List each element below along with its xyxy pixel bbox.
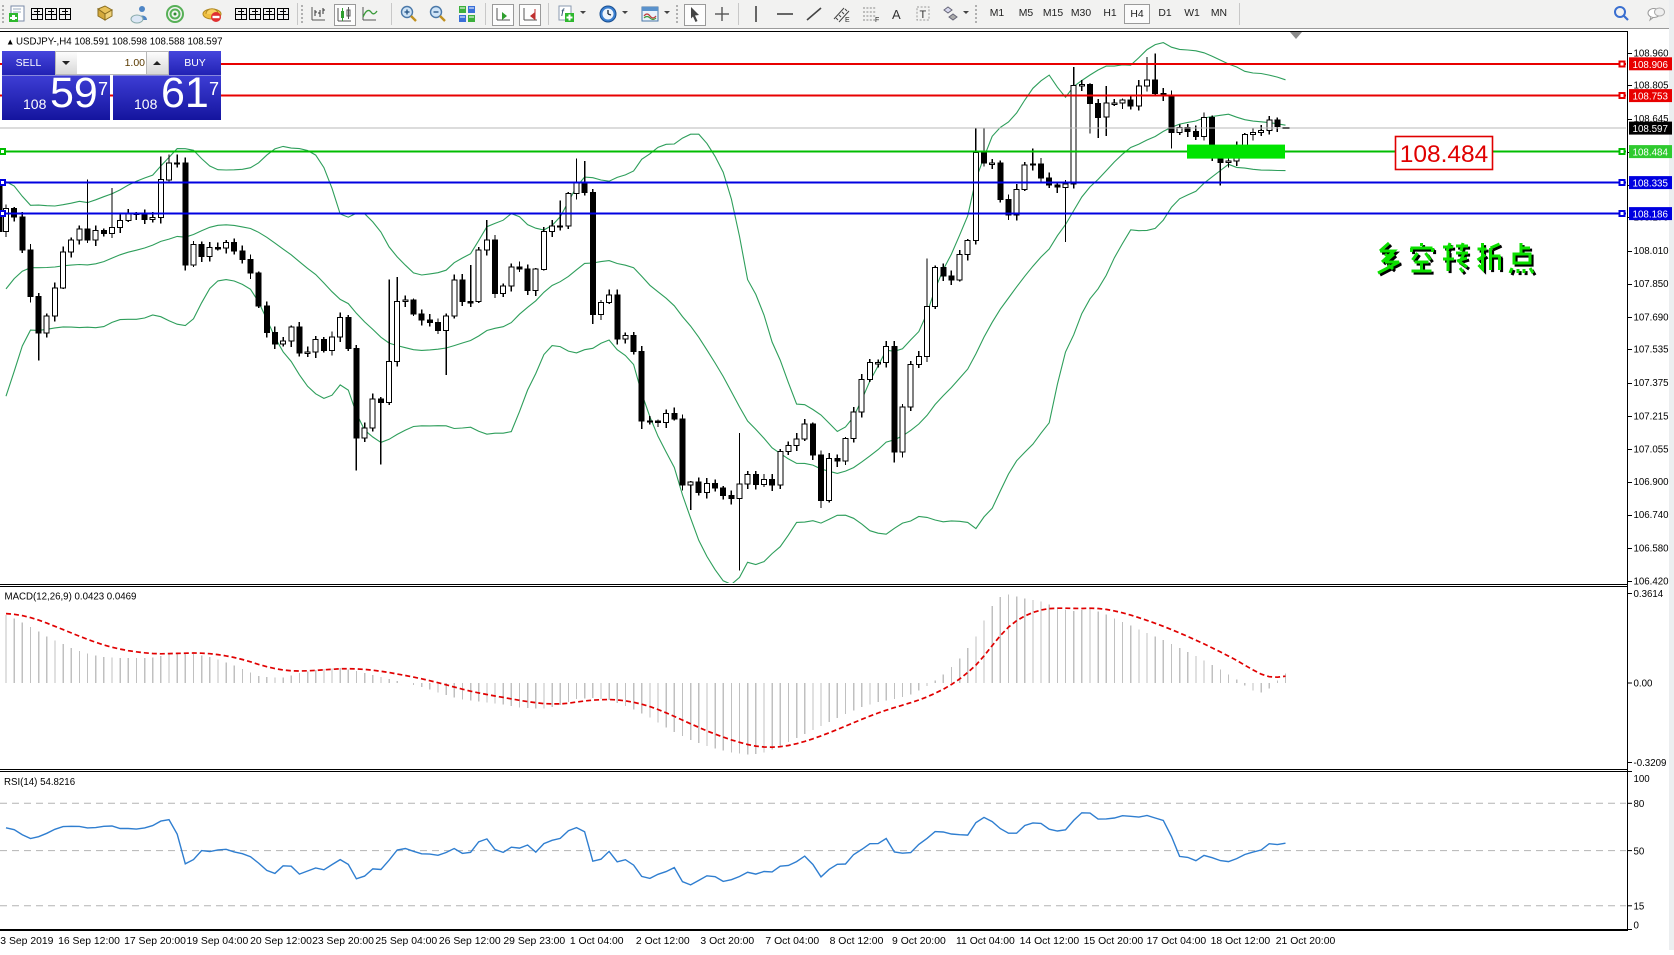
svg-text:A: A <box>892 7 901 22</box>
svg-text:▲: ▲ <box>6 37 14 47</box>
svg-text:11 Oct 04:00: 11 Oct 04:00 <box>956 936 1015 947</box>
svg-text:8 Oct 12:00: 8 Oct 12:00 <box>830 936 884 947</box>
svg-text:23 Sep 20:00: 23 Sep 20:00 <box>312 936 374 947</box>
svg-text:25 Sep 04:00: 25 Sep 04:00 <box>375 936 437 947</box>
svg-text:108.186: 108.186 <box>1633 210 1669 221</box>
svg-text:20 Sep 12:00: 20 Sep 12:00 <box>250 936 312 947</box>
svg-text:108.010: 108.010 <box>1634 246 1670 257</box>
svg-text:-0.3209: -0.3209 <box>1634 758 1667 769</box>
svg-text:3 Oct 20:00: 3 Oct 20:00 <box>700 936 754 947</box>
svg-text:107.535: 107.535 <box>1634 345 1669 356</box>
svg-text:MACD(12,26,9) 0.0423 0.0469: MACD(12,26,9) 0.0423 0.0469 <box>5 592 137 603</box>
svg-text:107.850: 107.850 <box>1634 279 1670 290</box>
svg-text:106.420: 106.420 <box>1634 577 1670 588</box>
svg-text:29 Sep 23:00: 29 Sep 23:00 <box>503 936 565 947</box>
svg-text:18 Oct 12:00: 18 Oct 12:00 <box>1211 936 1271 947</box>
svg-text:108.960: 108.960 <box>1634 48 1670 59</box>
svg-text:15: 15 <box>1634 902 1645 913</box>
svg-text:USDJPY-,H4 108.591 108.598 10: USDJPY-,H4 108.591 108.598 108.588 108.5… <box>16 37 222 48</box>
svg-text:50: 50 <box>1634 846 1645 857</box>
svg-text:16 Sep 12:00: 16 Sep 12:00 <box>58 936 120 947</box>
svg-text:108.335: 108.335 <box>1633 179 1669 190</box>
svg-text:2 Oct 12:00: 2 Oct 12:00 <box>636 936 690 947</box>
svg-text:7 Oct 04:00: 7 Oct 04:00 <box>765 936 819 947</box>
svg-text:80: 80 <box>1634 799 1645 810</box>
svg-text:T: T <box>920 9 927 21</box>
svg-text:108.484: 108.484 <box>1400 141 1489 168</box>
svg-text:107.375: 107.375 <box>1634 378 1669 389</box>
svg-text:106.900: 106.900 <box>1634 477 1670 488</box>
svg-text:1 Oct 04:00: 1 Oct 04:00 <box>570 936 624 947</box>
svg-text:106.740: 106.740 <box>1634 510 1670 521</box>
svg-text:0: 0 <box>1634 920 1640 931</box>
svg-text:108.906: 108.906 <box>1633 60 1669 71</box>
svg-text:108.484: 108.484 <box>1633 148 1669 159</box>
svg-text:0.00: 0.00 <box>1634 679 1653 690</box>
svg-text:f: f <box>561 8 565 19</box>
svg-text:RSI(14) 54.8216: RSI(14) 54.8216 <box>4 777 75 788</box>
svg-text:14 Oct 12:00: 14 Oct 12:00 <box>1020 936 1080 947</box>
svg-text:E: E <box>845 17 850 24</box>
svg-text:15 Oct 20:00: 15 Oct 20:00 <box>1084 936 1144 947</box>
svg-text:13 Sep 2019: 13 Sep 2019 <box>0 936 54 947</box>
svg-text:17 Oct 04:00: 17 Oct 04:00 <box>1147 936 1207 947</box>
svg-text:106.580: 106.580 <box>1634 543 1670 554</box>
svg-text:17 Sep 20:00: 17 Sep 20:00 <box>124 936 186 947</box>
svg-text:107.215: 107.215 <box>1634 411 1669 422</box>
svg-text:107.690: 107.690 <box>1634 313 1670 324</box>
svg-text:9 Oct 20:00: 9 Oct 20:00 <box>892 936 946 947</box>
svg-text:100: 100 <box>1634 774 1651 785</box>
svg-text:19 Sep 04:00: 19 Sep 04:00 <box>186 936 248 947</box>
svg-text:107.055: 107.055 <box>1634 445 1669 456</box>
svg-text:F: F <box>875 17 879 24</box>
svg-text:0.3614: 0.3614 <box>1634 589 1664 600</box>
svg-text:108.597: 108.597 <box>1633 124 1668 135</box>
svg-text:21 Oct 20:00: 21 Oct 20:00 <box>1276 936 1336 947</box>
svg-text:108.805: 108.805 <box>1634 81 1669 92</box>
svg-text:108.753: 108.753 <box>1633 92 1669 103</box>
svg-text:108.645: 108.645 <box>1634 114 1669 125</box>
svg-text:26 Sep 12:00: 26 Sep 12:00 <box>439 936 501 947</box>
